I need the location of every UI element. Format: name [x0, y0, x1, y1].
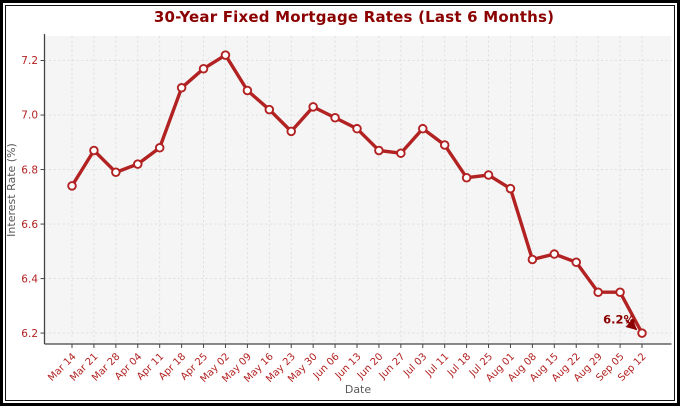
plot-area	[44, 36, 672, 344]
data-point	[439, 140, 450, 150]
data-point	[220, 50, 231, 60]
data-point	[483, 170, 494, 180]
gridlines	[44, 36, 672, 344]
data-point	[396, 148, 406, 158]
y-tick-label: 6.4	[21, 273, 38, 285]
annotation-text: 6.2%	[603, 313, 635, 327]
data-point	[264, 104, 275, 115]
data-point	[374, 145, 384, 156]
y-tick-label: 6.2	[21, 328, 38, 340]
data-point	[352, 123, 362, 134]
x-tick-label: Jul 03	[401, 351, 429, 379]
annotation-arrow	[625, 318, 638, 331]
x-tick-label: Jul 11	[423, 351, 451, 379]
data-point	[527, 254, 538, 265]
x-axis-title: Date	[345, 383, 372, 396]
data-point	[615, 287, 625, 297]
y-tick-label: 7.2	[21, 55, 38, 67]
y-tick-label: 6.8	[21, 164, 38, 176]
data-point	[67, 181, 77, 191]
data-point	[154, 143, 165, 153]
data-point	[308, 102, 318, 112]
axes-spines	[43, 34, 672, 345]
y-tick-label: 7.0	[21, 110, 38, 122]
x-tick-label: Jul 18	[445, 351, 473, 379]
data-point	[461, 172, 472, 183]
data-point	[176, 83, 187, 93]
y-tick-labels: 6.2 6.4 6.6 6.8 7.0 7.2	[21, 55, 38, 340]
data-point	[89, 145, 99, 156]
annotation-last-rate: 6.2%	[603, 313, 638, 331]
data-point	[330, 113, 340, 123]
data-point	[111, 167, 121, 178]
data-point	[418, 123, 428, 134]
chart-title: 30-Year Fixed Mortgage Rates (Last 6 Mon…	[153, 8, 555, 26]
data-point	[505, 183, 516, 194]
data-point	[286, 126, 296, 137]
y-tick-label: 6.6	[21, 219, 38, 231]
data-point	[549, 249, 560, 259]
data-point	[198, 63, 209, 74]
data-point	[593, 287, 603, 297]
data-point	[637, 328, 647, 338]
data-points	[67, 50, 647, 338]
tick-marks	[40, 60, 643, 348]
data-point	[571, 257, 581, 267]
data-point	[242, 85, 253, 96]
y-axis-title: Interest Rate (%)	[5, 143, 18, 237]
data-point	[133, 159, 143, 169]
